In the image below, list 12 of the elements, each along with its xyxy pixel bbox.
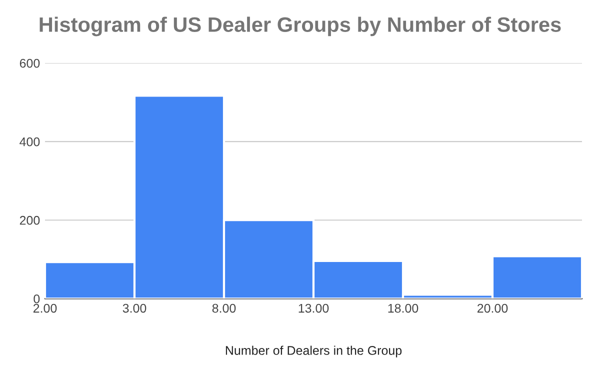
y-tick-label: 600 (20, 58, 40, 68)
y-tick-label: 200 (20, 216, 40, 225)
y-tick-label: 400 (20, 137, 40, 146)
x-tick-label: 13.00 (298, 304, 329, 313)
chart-title: Histogram of US Dealer Groups by Number of Stores (40, 16, 561, 36)
x-tick-label: 18.00 (388, 304, 418, 313)
y-tick-label: 0 (34, 294, 40, 304)
x-tick-label: 8.00 (212, 304, 236, 313)
x-axis-title: Number of Dealers in the Group (226, 346, 402, 358)
x-tick-label: 3.00 (122, 304, 146, 313)
x-tick-label: 20.00 (477, 304, 508, 313)
x-tick-label: 2.00 (33, 304, 57, 313)
